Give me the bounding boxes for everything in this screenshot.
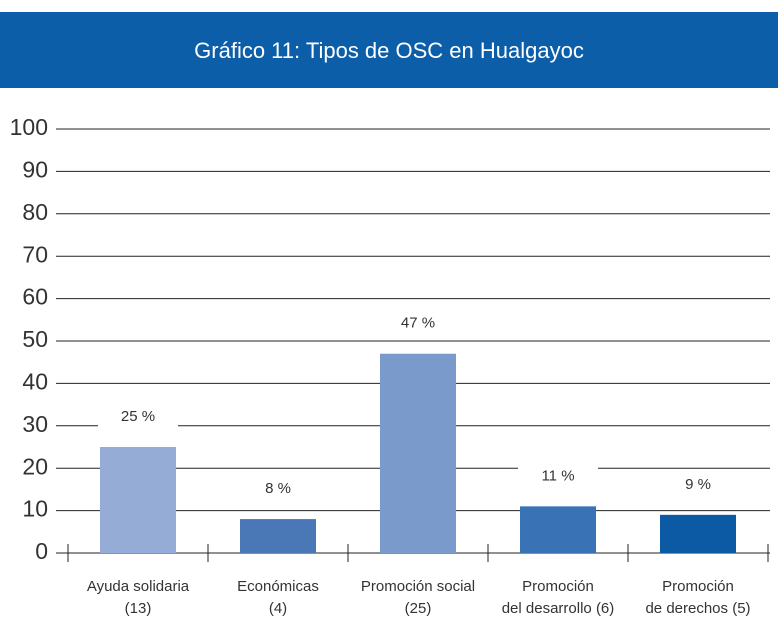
bar bbox=[100, 447, 176, 553]
x-tick-label: Económicas bbox=[237, 578, 319, 595]
x-tick-label: de derechos (5) bbox=[645, 600, 750, 617]
bar bbox=[380, 353, 456, 553]
y-tick-label: 30 bbox=[22, 411, 48, 437]
x-tick-label: Promoción bbox=[522, 578, 594, 595]
y-tick-label: 0 bbox=[35, 538, 48, 564]
value-label: 47 % bbox=[401, 315, 435, 332]
y-tick-label: 80 bbox=[22, 199, 48, 225]
label-bg bbox=[518, 462, 598, 491]
label-bg bbox=[658, 470, 738, 499]
label-bg bbox=[238, 475, 318, 504]
value-label: 8 % bbox=[265, 480, 291, 497]
y-tick-label: 40 bbox=[22, 368, 48, 394]
x-tick-label: (13) bbox=[125, 600, 152, 617]
bar bbox=[240, 519, 316, 553]
x-tick-label: del desarrollo (6) bbox=[502, 600, 615, 617]
x-tick-label: (4) bbox=[269, 600, 287, 617]
title-banner bbox=[0, 12, 778, 88]
x-tick-label: (25) bbox=[405, 600, 432, 617]
value-label: 11 % bbox=[541, 467, 574, 484]
value-label: 25 % bbox=[121, 408, 155, 425]
x-tick-label: Promoción bbox=[662, 578, 734, 595]
y-tick-label: 60 bbox=[22, 284, 48, 310]
value-label: 9 % bbox=[685, 476, 711, 493]
bar bbox=[520, 506, 596, 553]
bar bbox=[660, 514, 736, 553]
label-bg bbox=[378, 309, 458, 338]
y-tick-label: 70 bbox=[22, 241, 48, 267]
x-tick-label: Promoción social bbox=[361, 578, 475, 595]
y-tick-label: 90 bbox=[22, 156, 48, 182]
y-tick-label: 50 bbox=[22, 326, 48, 352]
x-tick-label: Ayuda solidaria bbox=[87, 578, 190, 595]
y-tick-label: 20 bbox=[22, 453, 48, 479]
label-bg bbox=[98, 403, 178, 431]
chart-title: Gráfico 11: Tipos de OSC en Hualgayoc bbox=[194, 38, 584, 63]
y-tick-label: 10 bbox=[22, 496, 48, 522]
y-tick-label: 100 bbox=[10, 114, 48, 140]
